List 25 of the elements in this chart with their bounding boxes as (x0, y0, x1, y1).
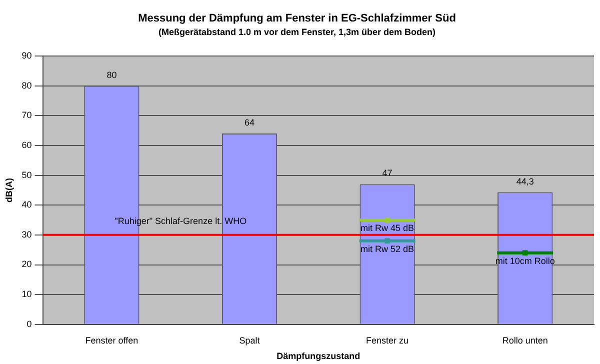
x-tick-label: Spalt (239, 335, 260, 346)
y-tick-label: 80 (22, 80, 32, 90)
chart-subtitle: (Meßgerätabstand 1.0 m vor dem Fenster, 1,3m über dem Boden) (158, 27, 436, 38)
x-axis-title: Dämpfungszustand (276, 351, 360, 362)
y-tick-label: 30 (22, 229, 32, 240)
data-label: 64 (244, 118, 255, 128)
y-tick-label: 0 (26, 318, 32, 329)
x-tick-label: Fenster offen (85, 335, 138, 346)
y-axis-title: dB(A) (4, 178, 14, 202)
data-label: 44,3 (516, 176, 534, 186)
y-tick-label: 10 (22, 289, 32, 300)
chart-title: Messung der Dämpfung am Fenster in EG-Schlafzimmer Süd (138, 12, 456, 25)
y-tick-label: 50 (22, 170, 32, 180)
y-tick-label: 40 (22, 200, 32, 210)
x-tick-label: Fenster zu (366, 335, 409, 346)
x-tick-label: Rollo unten (502, 335, 548, 346)
series-label: mit Rw 52 dB (360, 244, 414, 254)
ref-line-label: "Ruhiger" Schlaf-Grenze lt. WHO (114, 216, 247, 226)
series-label: mit 10cm Rollo (495, 256, 555, 266)
y-tick-label: 60 (22, 140, 32, 150)
series-label: mit Rw 45 dB (360, 223, 414, 234)
data-label: 80 (106, 70, 117, 80)
y-tick-label: 20 (22, 259, 32, 270)
y-tick-label: 70 (22, 110, 32, 120)
y-tick-label: 90 (22, 50, 32, 60)
